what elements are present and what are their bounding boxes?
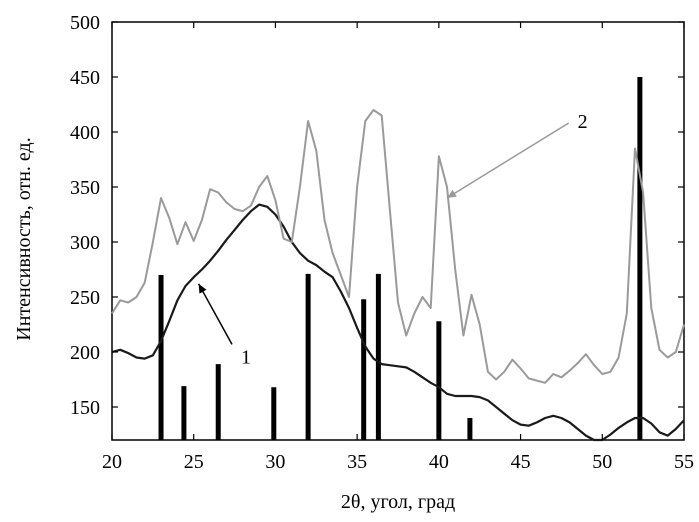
- annotations: 12: [197, 111, 588, 368]
- y-axis-title: Интенсивность, отн. ед.: [13, 137, 35, 340]
- x-tick-label: 20: [102, 451, 122, 473]
- y-tick-label: 250: [70, 287, 100, 309]
- x-axis-title: 2θ, угол, град: [341, 491, 455, 513]
- annotation-arrowhead-2: [447, 189, 457, 198]
- annotation-arrowhead-1: [198, 283, 207, 294]
- x-tick-label: 30: [265, 451, 285, 473]
- x-tick-label: 35: [347, 451, 367, 473]
- y-tick-labels: 150 200 250 300 350 400 450 500: [70, 12, 100, 419]
- x-tick-labels: 20 25 30 35 40 45 50 55: [102, 451, 694, 473]
- annotation-label-1: 1: [241, 346, 251, 368]
- y-tick-label: 500: [70, 12, 100, 34]
- plot-frame: [111, 21, 685, 441]
- annotation-label-2: 2: [578, 111, 588, 133]
- x-tick-label: 50: [592, 451, 612, 473]
- series-line-2: [111, 109, 685, 384]
- x-tick-label: 55: [674, 451, 694, 473]
- y-tick-label: 350: [70, 177, 100, 199]
- y-tick-label: 450: [70, 67, 100, 89]
- y-tick-label: 300: [70, 232, 100, 254]
- plot-area: 12: [111, 21, 685, 442]
- axis-ticks: [111, 21, 685, 440]
- y-tick-label: 150: [70, 397, 100, 419]
- series-line-1: [111, 203, 685, 442]
- annotation-arrow-2: [446, 122, 570, 199]
- y-tick-label: 200: [70, 342, 100, 364]
- x-tick-label: 25: [184, 451, 204, 473]
- annotation-arrow-1: [197, 283, 233, 345]
- y-tick-label: 400: [70, 122, 100, 144]
- x-tick-label: 40: [429, 451, 449, 473]
- series-lines: [111, 109, 685, 442]
- reference-peaks: [158, 77, 643, 440]
- x-tick-label: 45: [511, 451, 531, 473]
